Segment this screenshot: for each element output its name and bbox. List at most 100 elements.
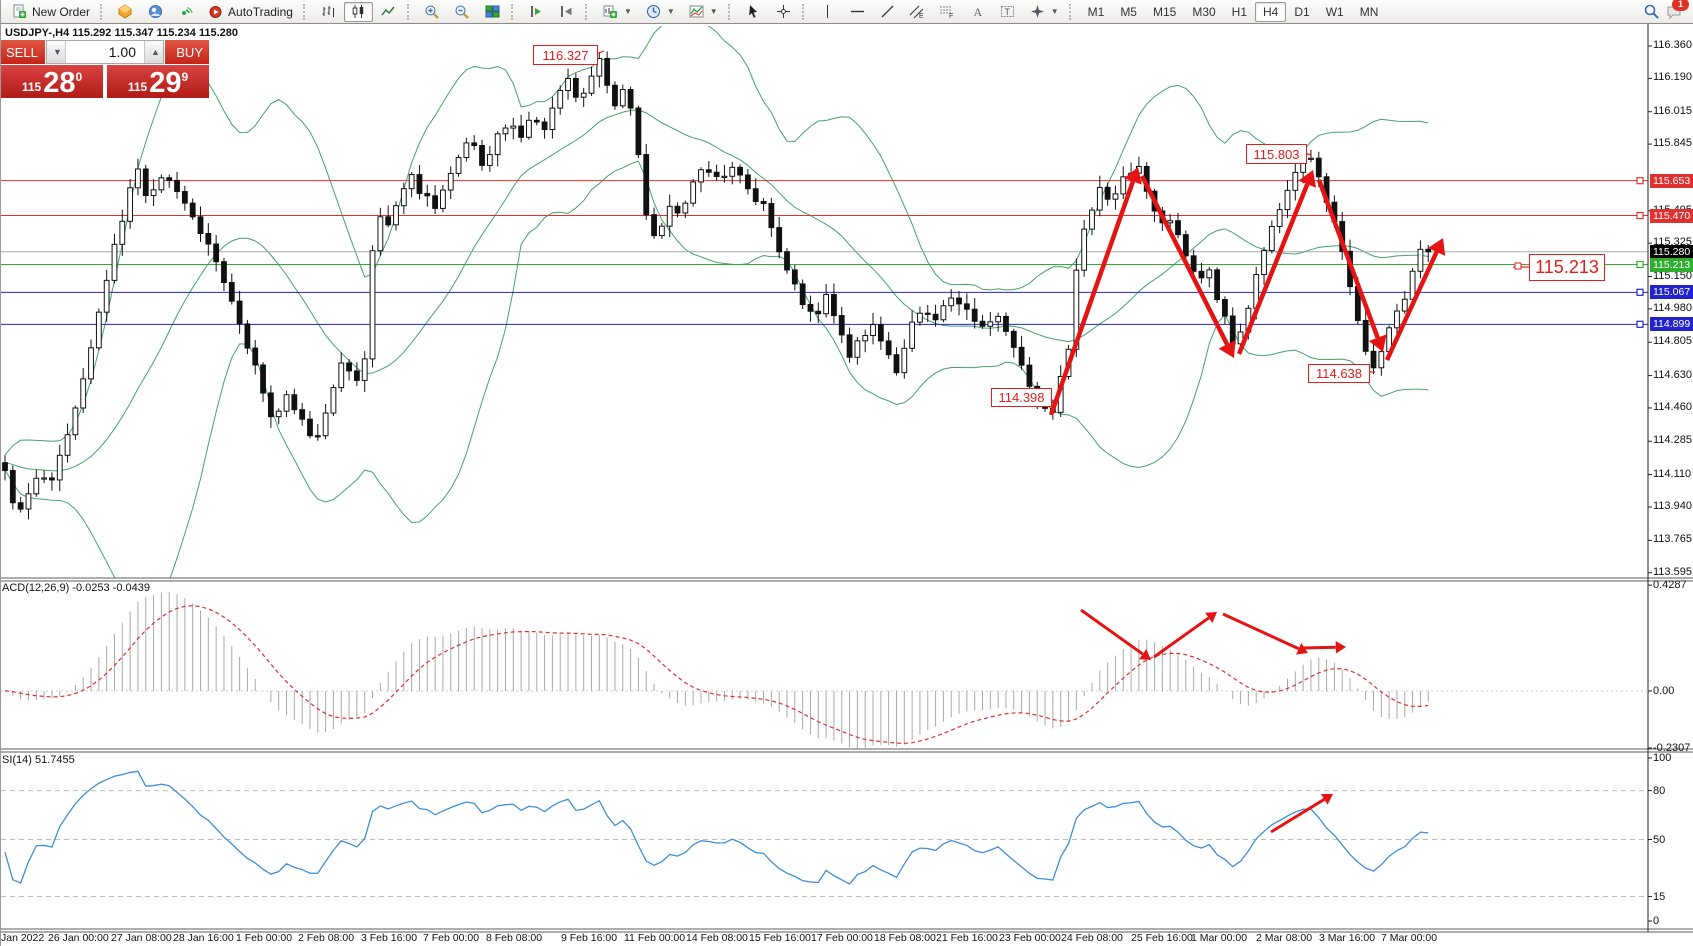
autotrading-icon [207,3,224,20]
buy-price[interactable]: 115 29 9 [107,65,209,98]
new-chart-icon [602,3,619,20]
toolbar-grip [1068,3,1076,20]
signals-button[interactable] [171,2,200,22]
buy-price-big-figure: 115 [127,80,148,94]
arrows-button[interactable]: ▼ [1023,2,1065,22]
bollinger-lower [4,160,1429,578]
buy-button[interactable]: BUY [165,40,209,64]
chevron-down-icon: ▼ [709,7,718,16]
timeframe-button-M15[interactable]: M15 [1145,2,1184,22]
trendline-button[interactable] [873,2,902,22]
one-click-trading-panel: SELL ▼ 1.00 ▲ BUY 115 28 0 115 29 9 [1,40,209,98]
channel-icon: E [909,3,926,20]
indicators-icon [688,3,705,20]
toolbar-grip [801,3,809,20]
horizontal-line-icon [849,3,866,20]
timeframe-button-M5[interactable]: M5 [1112,2,1145,22]
horizontal-line-button[interactable] [843,2,872,22]
timeframe-toolbar: M1 M5 M15 M30 H1 H4 D1 W1 MN [1080,1,1387,22]
timeframe-button-H1[interactable]: H1 [1224,2,1255,22]
toolbar-grip [727,3,735,20]
metaeditor-icon [117,3,134,20]
timeframe-button-D1[interactable]: D1 [1286,2,1317,22]
chat-icon[interactable]: 1 [1666,0,1689,20]
zoom-in-button[interactable] [418,2,447,22]
autotrading-label: AutoTrading [228,4,293,19]
chevron-down-icon: ▼ [1050,7,1059,16]
bar-chart-button[interactable] [314,2,343,22]
candlestick-chart-button[interactable] [343,1,373,22]
timeframe-button-W1[interactable]: W1 [1318,2,1352,22]
buy-price-point: 9 [181,70,189,84]
line-chart-button[interactable] [374,2,403,22]
cursor-button[interactable] [739,2,768,22]
sell-price[interactable]: 115 28 0 [1,65,103,98]
search-icon[interactable] [1643,3,1660,20]
bollinger-middle [4,109,1429,472]
svg-text:A: A [973,5,982,19]
chevron-down-icon: ▼ [623,7,632,16]
svg-text:T: T [1004,7,1010,17]
period-icon [645,3,662,20]
auto-scroll-icon [528,3,545,20]
toolbar-grip [510,3,518,20]
period-button[interactable]: ▼ [639,2,681,22]
fibonacci-icon: F [939,3,956,20]
buy-price-pips: 29 [149,67,182,99]
auto-scroll-button[interactable] [522,2,551,22]
chevron-down-icon: ▼ [666,7,675,16]
line-chart-icon [380,3,397,20]
volume-value[interactable]: 1.00 [108,44,136,60]
trendline-icon [879,3,896,20]
toolbar-grip [302,3,310,20]
chart-shift-button[interactable] [552,2,581,22]
metaeditor-button[interactable] [111,2,140,22]
crosshair-button[interactable] [769,2,798,22]
market-button[interactable] [141,2,170,22]
toolbar-grip [100,3,107,20]
sell-price-big-figure: 115 [21,80,42,94]
volume-spinner: ▼ 1.00 ▲ [46,40,164,64]
chart-shift-icon [558,3,575,20]
channel-button[interactable]: E [903,2,932,22]
cursor-icon [745,3,762,20]
toolbar-grip [406,3,414,20]
bar-chart-icon [320,3,337,20]
svg-text:E: E [919,13,924,19]
main-toolbar: New Order AutoTrading [1,0,1693,24]
timeframe-button-M1[interactable]: M1 [1080,2,1113,22]
fibonacci-button[interactable]: F [933,2,962,22]
vertical-line-button[interactable] [813,2,842,22]
vertical-line-icon [819,3,836,20]
text-button[interactable]: A [963,2,992,22]
sell-price-point: 0 [75,70,83,84]
timeframe-button-MN[interactable]: MN [1352,2,1387,22]
tile-windows-button[interactable] [478,2,507,22]
rsi-label: SI(14) 51.7455 [2,754,75,766]
zoom-in-icon [424,3,441,20]
tile-windows-icon [484,3,501,20]
timeframe-button-H4[interactable]: H4 [1255,1,1287,22]
sell-price-pips: 28 [43,67,76,99]
new-order-button[interactable]: New Order [5,2,96,22]
toolbar-grip [584,3,592,20]
zoom-out-button[interactable] [448,2,477,22]
notification-badge: 1 [1672,0,1689,11]
signals-icon [177,3,194,20]
text-label-icon: T [999,3,1016,20]
sell-button[interactable]: SELL [1,40,45,64]
zoom-out-icon [454,3,471,20]
volume-increase-button[interactable]: ▲ [144,41,163,63]
text-label-button[interactable]: T [993,2,1022,22]
indicators-button[interactable]: ▼ [682,2,724,22]
market-icon [147,3,164,20]
new-chart-button[interactable]: ▼ [596,2,638,22]
candlestick-chart-icon [350,3,367,20]
text-icon: A [969,3,986,20]
autotrading-button[interactable]: AutoTrading [201,2,299,22]
timeframe-button-M30[interactable]: M30 [1184,2,1223,22]
new-order-label: New Order [32,4,91,19]
volume-decrease-button[interactable]: ▼ [47,41,66,63]
